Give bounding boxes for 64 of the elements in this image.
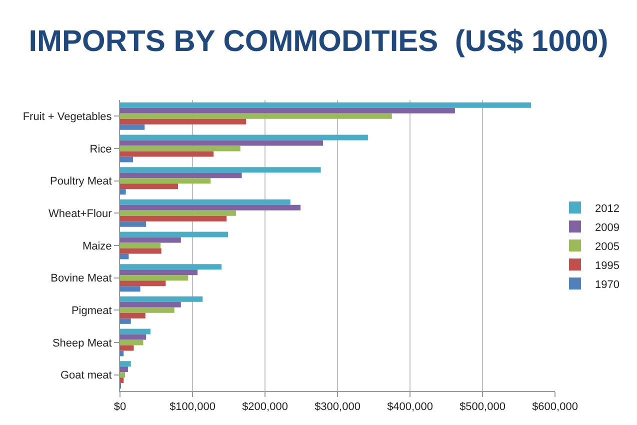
bar <box>120 184 178 190</box>
bar <box>120 178 211 184</box>
legend-label: 2009 <box>595 222 620 234</box>
bar <box>120 372 126 378</box>
bar <box>120 248 162 254</box>
bar <box>120 134 368 140</box>
bar <box>120 237 181 243</box>
bar <box>120 172 242 178</box>
legend-label: 2005 <box>595 240 620 253</box>
bar <box>120 378 124 384</box>
y-tick-label: Rice <box>90 143 112 156</box>
x-tick-label: $500,000 <box>460 401 506 414</box>
bar <box>120 286 140 292</box>
bar <box>120 366 128 372</box>
bar <box>120 296 203 302</box>
bar <box>120 270 198 276</box>
bar <box>120 216 227 222</box>
bar <box>120 189 126 195</box>
bar <box>120 113 392 119</box>
bar <box>120 302 181 308</box>
bar <box>120 232 228 238</box>
y-tick-label: Bovine Meat <box>50 272 112 285</box>
bar <box>120 204 301 210</box>
bar <box>120 242 161 248</box>
bar <box>120 151 214 157</box>
x-tick-label: $600,000 <box>532 401 578 414</box>
bar <box>120 280 166 286</box>
bar <box>120 124 145 130</box>
bar <box>120 345 134 351</box>
bar <box>120 312 146 318</box>
bar <box>120 118 246 124</box>
legend-label: 1970 <box>595 278 620 291</box>
y-tick-label: Pigmeat <box>71 305 112 318</box>
y-tick-label: Goat meat <box>60 370 112 382</box>
bar <box>120 140 323 146</box>
bar <box>120 156 134 162</box>
chart-title: IMPORTS BY COMMODITIES (US$ 1000) <box>28 24 608 58</box>
bar <box>120 361 131 367</box>
x-tick-label: $300,000 <box>314 401 360 414</box>
bar <box>120 221 146 227</box>
bar <box>120 318 131 324</box>
bar <box>120 167 321 173</box>
bar <box>120 275 188 281</box>
x-tick-label: $400,000 <box>387 401 433 414</box>
x-tick-label: $100,000 <box>170 401 216 414</box>
y-tick-label: Maize <box>82 240 112 252</box>
bar <box>120 199 290 205</box>
y-tick-label: Sheep Meat <box>52 337 112 350</box>
bar <box>120 102 532 108</box>
y-tick-label: Fruit + Vegetables <box>22 111 112 124</box>
bar <box>120 334 146 340</box>
y-tick-label: Poultry Meat <box>50 176 112 188</box>
bar <box>120 340 144 346</box>
bar <box>120 264 222 270</box>
legend-label: 2012 <box>595 202 620 215</box>
x-tick-label: $200,000 <box>242 401 288 414</box>
legend-label: 1995 <box>595 260 620 272</box>
bar <box>120 307 174 313</box>
x-tick-label: $0 <box>114 401 126 414</box>
bar <box>120 210 236 216</box>
bar <box>120 146 240 152</box>
bar <box>120 328 150 334</box>
bar <box>120 108 455 114</box>
y-tick-label: Wheat+Flour <box>48 208 112 220</box>
